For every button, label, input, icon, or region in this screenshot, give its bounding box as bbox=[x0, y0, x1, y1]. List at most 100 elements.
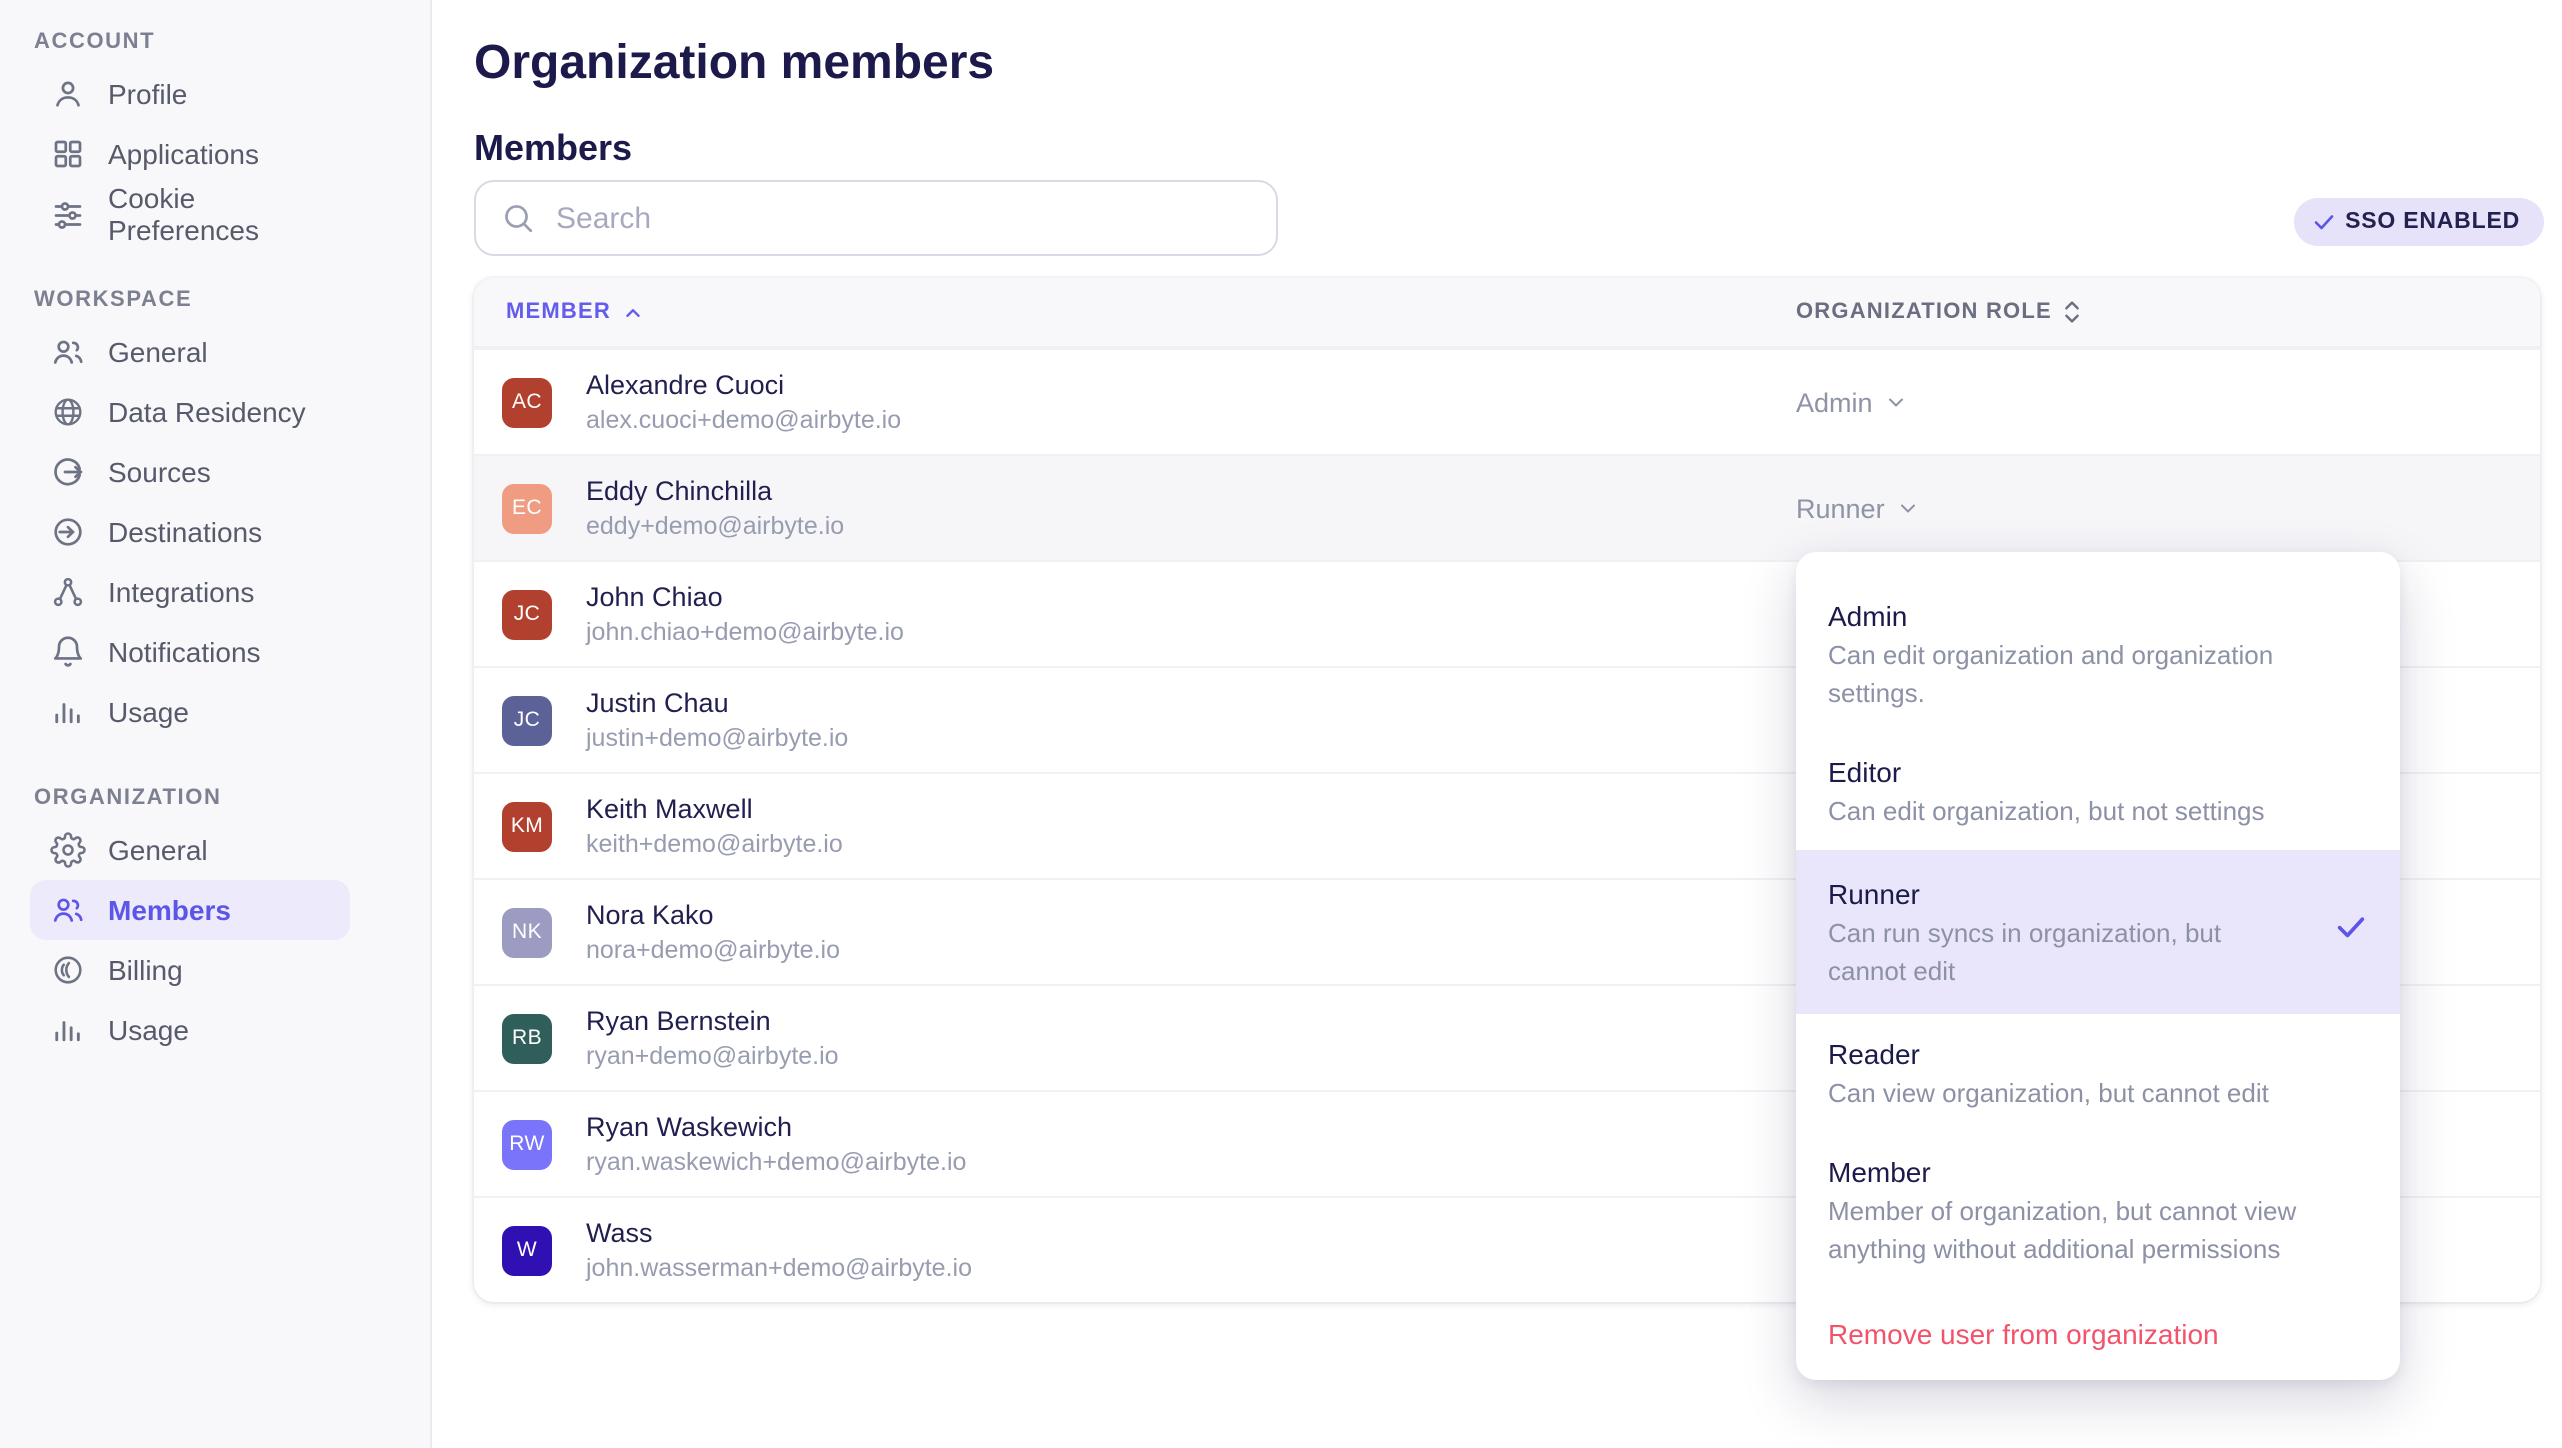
sidebar-item-organization-usage[interactable]: Usage bbox=[30, 1000, 350, 1060]
user-icon bbox=[50, 76, 86, 112]
bell-icon bbox=[50, 634, 86, 670]
nodes-icon bbox=[50, 574, 86, 610]
sidebar-item-label: Billing bbox=[108, 954, 183, 986]
search-icon bbox=[505, 205, 533, 233]
member-email: ryan.waskewich+demo@airbyte.io bbox=[586, 1148, 967, 1176]
member-name: Ryan Waskewich bbox=[586, 1112, 793, 1142]
role-option-description: Can run syncs in organization, but canno… bbox=[1828, 918, 2222, 986]
sidebar-item-organization-general[interactable]: General bbox=[30, 820, 350, 880]
avatar: W bbox=[502, 1225, 552, 1275]
member-name: Ryan Bernstein bbox=[586, 1006, 771, 1036]
role-option-title: Editor bbox=[1828, 756, 1902, 788]
chevron-down-icon bbox=[1889, 398, 1904, 407]
avatar: JC bbox=[502, 589, 552, 639]
role-option-admin[interactable]: Admin Can edit organization and organiza… bbox=[1796, 576, 2400, 732]
member-name: John Chiao bbox=[586, 582, 723, 612]
section-title-workspace: WORKSPACE bbox=[34, 288, 193, 312]
remove-user-link[interactable]: Remove user from organization bbox=[1828, 1318, 2219, 1350]
member-email: alex.cuoci+demo@airbyte.io bbox=[586, 406, 902, 434]
page-title: Organization members bbox=[474, 36, 995, 90]
sidebar-item-workspace-usage[interactable]: Usage bbox=[30, 682, 350, 742]
table-row: EC Eddy Chinchilla eddy+demo@airbyte.io … bbox=[474, 454, 2540, 560]
sidebar-item-applications[interactable]: Applications bbox=[30, 124, 350, 184]
role-option-runner[interactable]: Runner Can run syncs in organization, bu… bbox=[1796, 850, 2400, 1014]
check-icon bbox=[2313, 215, 2333, 230]
member-search bbox=[474, 180, 1278, 256]
sidebar-item-destinations[interactable]: Destinations bbox=[30, 502, 350, 562]
members-heading: Members bbox=[474, 128, 633, 168]
sidebar-item-billing[interactable]: Billing bbox=[30, 940, 350, 1000]
avatar: JC bbox=[502, 695, 552, 745]
globe-icon bbox=[50, 394, 86, 430]
role-option-description: Can view organization, but cannot edit bbox=[1828, 1078, 2269, 1108]
avatar: RB bbox=[502, 1013, 552, 1063]
section-title-organization: ORGANIZATION bbox=[34, 786, 222, 810]
role-option-reader[interactable]: Reader Can view organization, but cannot… bbox=[1796, 1014, 2400, 1132]
sidebar-item-label: Applications bbox=[108, 138, 259, 170]
member-name: Wass bbox=[586, 1218, 653, 1248]
role-option-title: Admin bbox=[1828, 600, 1908, 632]
sidebar-item-sources[interactable]: Sources bbox=[30, 442, 350, 502]
avatar: AC bbox=[502, 377, 552, 427]
role-dropdown-menu: Admin Can edit organization and organiza… bbox=[1796, 552, 2400, 1380]
sort-ascending-icon bbox=[625, 308, 639, 316]
role-option-title: Member bbox=[1828, 1156, 1931, 1188]
bar-chart-icon bbox=[50, 694, 86, 730]
column-header-organization-role[interactable]: ORGANIZATION ROLE bbox=[1796, 298, 2082, 326]
sidebar-item-profile[interactable]: Profile bbox=[30, 64, 350, 124]
role-option-description: Can edit organization and organization s… bbox=[1828, 640, 2274, 708]
selected-check-icon bbox=[2334, 910, 2368, 954]
member-email: ryan+demo@airbyte.io bbox=[586, 1042, 839, 1070]
search-input[interactable] bbox=[556, 201, 1252, 235]
member-column-label: MEMBER bbox=[506, 300, 611, 324]
sidebar-item-data-residency[interactable]: Data Residency bbox=[30, 382, 350, 442]
member-name: Alexandre Cuoci bbox=[586, 370, 785, 400]
sidebar-item-integrations[interactable]: Integrations bbox=[30, 562, 350, 622]
table-header: MEMBER ORGANIZATION ROLE bbox=[474, 278, 2540, 348]
sidebar-item-notifications[interactable]: Notifications bbox=[30, 622, 350, 682]
destination-icon bbox=[50, 514, 86, 550]
member-name: Eddy Chinchilla bbox=[586, 476, 773, 506]
role-option-member[interactable]: Member Member of organization, but canno… bbox=[1796, 1132, 2400, 1288]
member-email: justin+demo@airbyte.io bbox=[586, 724, 849, 752]
sidebar-item-label: General bbox=[108, 834, 208, 866]
role-option-description: Can edit organization, but not settings bbox=[1828, 796, 2265, 826]
sidebar-item-members[interactable]: Members bbox=[30, 880, 350, 940]
source-icon bbox=[50, 454, 86, 490]
member-email: john.wasserman+demo@airbyte.io bbox=[586, 1254, 972, 1282]
member-email: john.chiao+demo@airbyte.io bbox=[586, 618, 904, 646]
role-option-editor[interactable]: Editor Can edit organization, but not se… bbox=[1796, 732, 2400, 850]
role-option-description: Member of organization, but cannot view … bbox=[1828, 1196, 2297, 1264]
avatar: RW bbox=[502, 1119, 552, 1169]
sidebar-section-workspace: WORKSPACE General Data Residency Sources… bbox=[0, 288, 430, 742]
column-header-member[interactable]: MEMBER bbox=[506, 300, 643, 324]
role-dropdown-trigger[interactable]: Admin bbox=[1796, 387, 1909, 417]
sidebar-item-label: Usage bbox=[108, 696, 189, 728]
member-name: Nora Kako bbox=[586, 900, 714, 930]
member-email: nora+demo@airbyte.io bbox=[586, 936, 840, 964]
table-row: AC Alexandre Cuoci alex.cuoci+demo@airby… bbox=[474, 348, 2540, 454]
sidebar-item-cookie-preferences[interactable]: Cookie Preferences bbox=[30, 182, 350, 246]
bar-chart-icon bbox=[50, 1012, 86, 1048]
sidebar-item-label: Members bbox=[108, 894, 231, 926]
sidebar-item-label: Usage bbox=[108, 1014, 189, 1046]
sidebar-section-organization: ORGANIZATION General Members Billing Usa… bbox=[0, 786, 430, 1060]
settings-sidebar: ACCOUNT Profile Applications Cookie Pref… bbox=[0, 0, 432, 1448]
member-name: Justin Chau bbox=[586, 688, 729, 718]
sidebar-item-label: Data Residency bbox=[108, 396, 306, 428]
role-value: Admin bbox=[1796, 387, 1873, 417]
role-option-title: Runner bbox=[1828, 878, 1920, 910]
member-name: Keith Maxwell bbox=[586, 794, 753, 824]
sidebar-item-label: Profile bbox=[108, 78, 188, 110]
sort-icon bbox=[2065, 301, 2079, 323]
member-email: keith+demo@airbyte.io bbox=[586, 830, 843, 858]
sidebar-item-label: Integrations bbox=[108, 576, 255, 608]
sidebar-item-workspace-general[interactable]: General bbox=[30, 322, 350, 382]
sidebar-item-label: Notifications bbox=[108, 636, 261, 668]
gear-icon bbox=[50, 832, 86, 868]
section-title-account: ACCOUNT bbox=[34, 30, 156, 54]
sidebar-item-label: Destinations bbox=[108, 516, 263, 548]
sso-badge-label: SSO ENABLED bbox=[2345, 210, 2520, 234]
role-dropdown-trigger[interactable]: Runner bbox=[1796, 493, 1921, 523]
